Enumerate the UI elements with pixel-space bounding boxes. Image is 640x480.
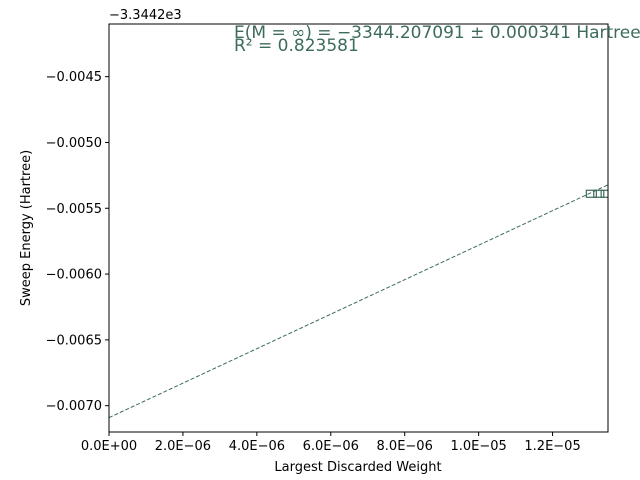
data-point — [600, 189, 608, 198]
y-axis-ticks: −0.0045 −0.0050 −0.0055 −0.0060 −0.0065 −0.00… — [46, 70, 109, 414]
y-tick-label: −0.0055 — [46, 202, 102, 217]
y-tick-label: −0.0060 — [46, 268, 102, 283]
x-tick-label: 1.2E−05 — [524, 439, 580, 454]
y-tick-label: −0.0065 — [46, 333, 102, 348]
y-tick-label: −0.0045 — [46, 70, 102, 85]
fit-line — [109, 184, 608, 419]
plot-frame — [108, 23, 609, 433]
x-tick-label: 8.0E−06 — [377, 439, 433, 454]
fit-layer — [109, 184, 608, 419]
y-axis-label: Sweep Energy (Hartree) — [19, 150, 34, 306]
data-point — [585, 189, 597, 198]
y-tick-label: −0.0050 — [46, 136, 102, 151]
x-axis-ticks: 0.0E+00 2.0E−06 4.0E−06 6.0E−06 8.0E−06 1.0E−… — [81, 432, 581, 454]
x-tick-label: 2.0E−06 — [155, 439, 211, 454]
y-tick-label: −0.0070 — [46, 399, 102, 414]
x-tick-label: 4.0E−06 — [229, 439, 285, 454]
x-tick-label: 0.0E+00 — [81, 439, 137, 454]
x-tick-label: 1.0E−05 — [450, 439, 506, 454]
x-tick-label: 6.0E−06 — [303, 439, 359, 454]
fit-r-squared-annotation: R² = 0.823581 — [234, 36, 359, 56]
x-axis-label: Largest Discarded Weight — [274, 460, 441, 475]
y-offset-label: −3.3442e3 — [109, 8, 182, 23]
data-point — [593, 189, 605, 198]
fit-energy-annotation: E(M = ∞) = −3344.207091 ± 0.000341 Hartr… — [234, 23, 640, 43]
points-layer — [585, 189, 608, 198]
